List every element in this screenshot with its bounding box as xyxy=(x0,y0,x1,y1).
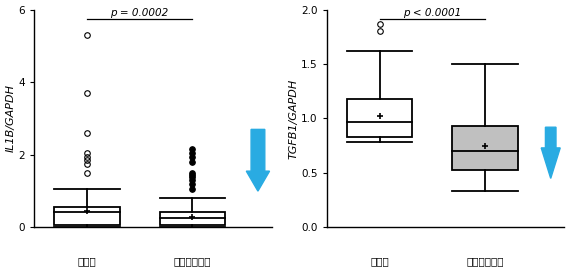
Text: 統合失調症群: 統合失調症群 xyxy=(466,256,504,266)
Y-axis label: IL1B/GAPDH: IL1B/GAPDH xyxy=(6,85,15,153)
Bar xyxy=(347,99,412,137)
Text: p = 0.0002: p = 0.0002 xyxy=(111,8,169,18)
Text: p < 0.0001: p < 0.0001 xyxy=(403,8,462,18)
Text: 対照群: 対照群 xyxy=(370,256,389,266)
Bar xyxy=(54,207,120,225)
Text: 対照群: 対照群 xyxy=(78,256,96,266)
FancyArrow shape xyxy=(246,129,270,191)
Text: 統合失調症群: 統合失調症群 xyxy=(174,256,211,266)
Y-axis label: TGFB1/GAPDH: TGFB1/GAPDH xyxy=(288,78,298,158)
Bar xyxy=(453,126,518,170)
FancyArrow shape xyxy=(541,127,560,178)
Bar xyxy=(160,212,225,225)
